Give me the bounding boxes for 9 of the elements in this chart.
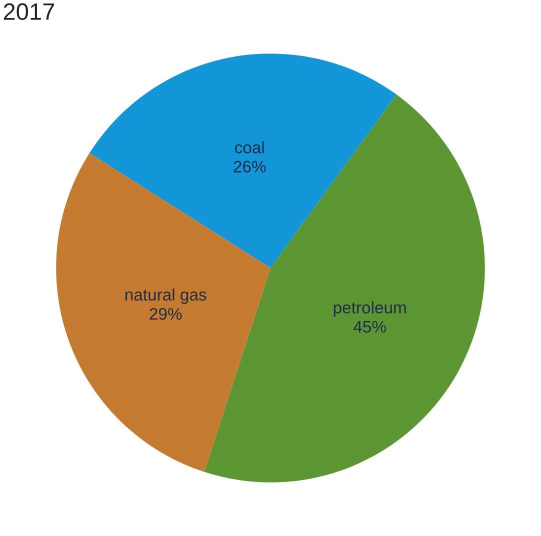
data-label: 29% [150, 308, 182, 320]
slice-label: coal [235, 141, 264, 154]
data-label: 26% [234, 160, 266, 173]
pie-slice [89, 54, 397, 268]
data-label: 45% [354, 320, 386, 333]
slice-label: natural gas [125, 288, 206, 304]
slice-label: petroleum [334, 301, 406, 317]
chart-title: 2017 [4, 3, 54, 20]
pie-slice [56, 153, 270, 472]
